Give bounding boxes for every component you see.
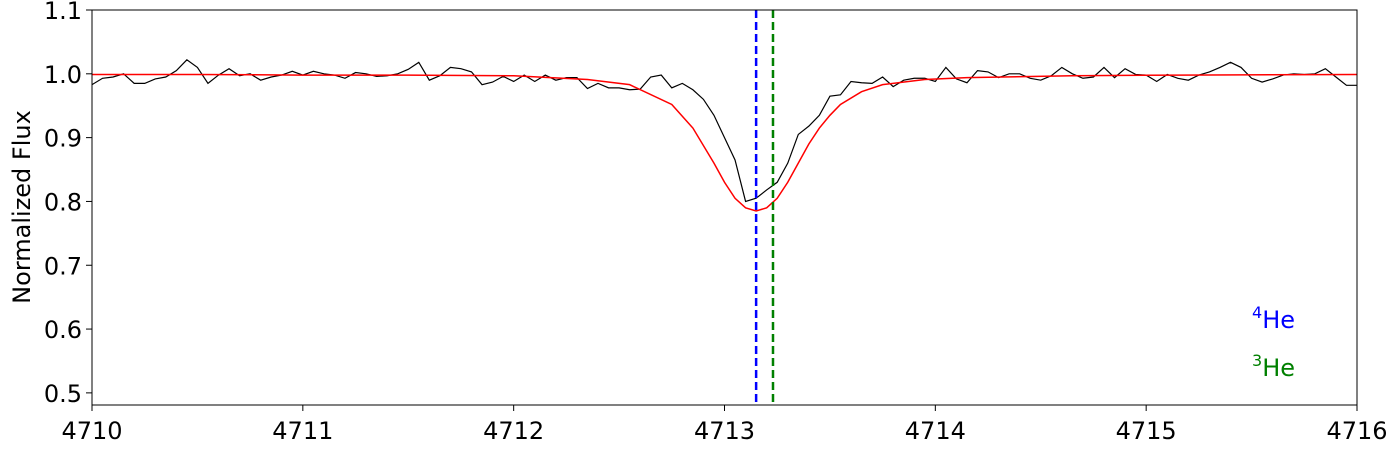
x-tick-label: 4712 — [483, 417, 544, 445]
data-line — [92, 73, 1357, 212]
y-tick-label: 0.8 — [44, 188, 82, 216]
x-tick-label: 4711 — [272, 417, 333, 445]
y-tick-label: 1.1 — [44, 0, 82, 25]
x-tick-label: 4714 — [905, 417, 966, 445]
y-tick-label: 0.9 — [44, 125, 82, 153]
annotation: 4He — [1252, 303, 1295, 334]
plot-area — [92, 58, 1357, 212]
x-tick-label: 4713 — [694, 417, 755, 445]
x-tick-label: 4715 — [1116, 417, 1177, 445]
annotation-sup: 3 — [1252, 351, 1262, 370]
y-axis-label: Normalized Flux — [8, 110, 36, 304]
y-tick-label: 0.6 — [44, 316, 82, 344]
annotation: 3He — [1252, 351, 1295, 382]
annotation-text: He — [1262, 306, 1295, 334]
annotation-sup: 4 — [1252, 303, 1262, 322]
x-tick-label: 4716 — [1326, 417, 1387, 445]
x-tick-label: 4710 — [61, 417, 122, 445]
annotation-text: He — [1262, 354, 1295, 382]
y-tick-label: 0.5 — [44, 380, 82, 408]
data-line — [92, 58, 1357, 203]
plot-frame — [91, 9, 1358, 406]
y-tick-label: 0.7 — [44, 252, 82, 280]
y-tick-label: 1.0 — [44, 61, 82, 89]
